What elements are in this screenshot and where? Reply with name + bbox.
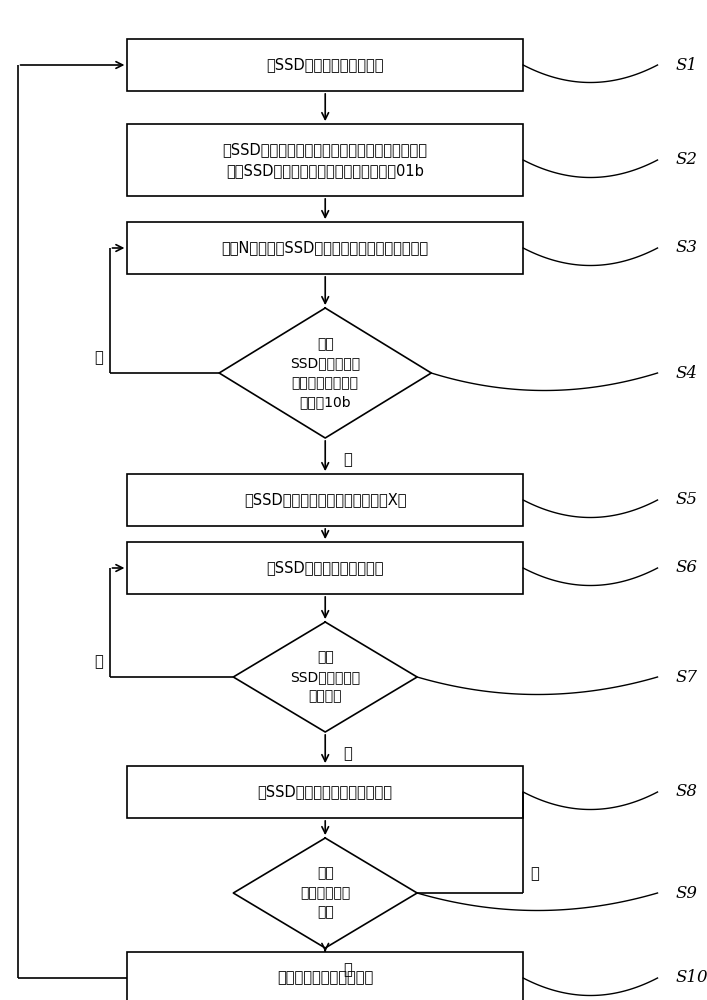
Text: S8: S8 [675,784,697,800]
Text: 判断
SSD上电初始化
是否成功: 判断 SSD上电初始化 是否成功 [290,650,361,704]
Bar [127,952,523,1000]
Bar [127,124,523,196]
Text: S2: S2 [675,151,697,168]
Text: 否: 否 [94,654,103,669]
Text: S9: S9 [675,884,697,902]
Polygon shape [233,838,417,948]
Bar [127,222,523,274]
Bar [127,39,523,91]
Polygon shape [219,308,431,438]
Text: 进行脚本报错，停止测试: 进行脚本报错，停止测试 [277,970,373,986]
Text: S5: S5 [675,491,697,508]
Text: 否: 否 [343,962,351,977]
Text: 判断
数据校验是否
匹配: 判断 数据校验是否 匹配 [300,866,351,920]
Polygon shape [233,622,417,732]
Text: S6: S6 [675,560,697,576]
Bar [127,474,523,526]
Text: 对SSD写入的数据进行数据校验: 对SSD写入的数据进行数据校验 [258,784,392,800]
Text: 是: 是 [530,866,539,881]
Text: S4: S4 [675,364,697,381]
Text: 等待N秒，读取SSD主控配置寄存器关机状态的值: 等待N秒，读取SSD主控配置寄存器关机状态的值 [222,240,428,255]
Text: S7: S7 [675,668,697,686]
Text: 判断
SSD主控配置寄
存器关机状态的值
是否为10b: 判断 SSD主控配置寄 存器关机状态的值 是否为10b [290,337,361,409]
Text: 对SSD进行数据随机写操作: 对SSD进行数据随机写操作 [267,57,384,73]
Text: 是: 是 [343,452,351,467]
Text: S1: S1 [675,56,697,74]
Bar [127,542,523,594]
Text: S10: S10 [675,970,707,986]
Text: S3: S3 [675,239,697,256]
Text: 是: 是 [343,746,351,761]
Text: 向SSD主控配置寄存器下发正常掉电通知命令，并
设置SSD主控配置寄存器关机通知的值为01b: 向SSD主控配置寄存器下发正常掉电通知命令，并 设置SSD主控配置寄存器关机通知… [223,142,428,178]
Bar [127,766,523,818]
Text: 否: 否 [94,350,103,365]
Text: 对SSD上电，并进行初始化: 对SSD上电，并进行初始化 [267,560,384,576]
Text: 对SSD进行掉电，并保持掉电状态X秒: 对SSD进行掉电，并保持掉电状态X秒 [244,492,407,508]
